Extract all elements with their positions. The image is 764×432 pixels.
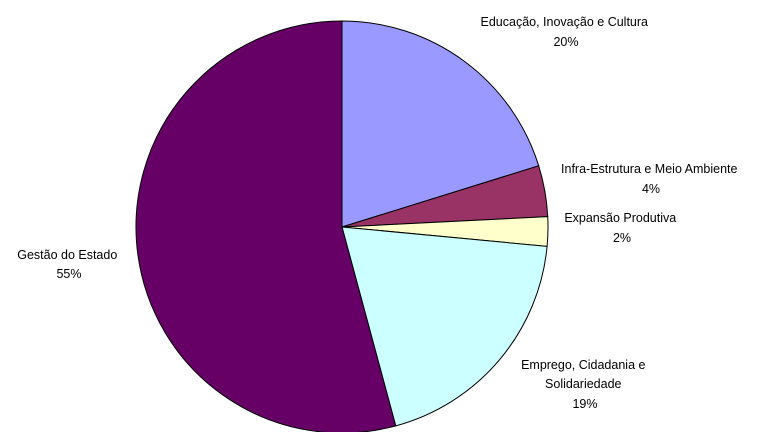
label-emprego-line-1: Emprego, Cidadania e xyxy=(521,358,645,372)
label-gestao: Gestão do Estado 55% xyxy=(17,248,121,281)
label-expansao-percent: 2% xyxy=(613,231,631,245)
label-expansao-line-1: Expansão Produtiva xyxy=(564,211,676,225)
label-emprego-line-2: Solidariedade xyxy=(545,377,621,391)
pie-slice-emprego xyxy=(341,226,548,427)
label-expansao: Expansão Produtiva 2% xyxy=(564,211,679,245)
label-infra-line-1: Infra-Estrutura e Meio Ambiente xyxy=(561,162,738,176)
label-emprego: Emprego, Cidadania e Solidariedade 19% xyxy=(521,358,649,411)
label-infra-percent: 4% xyxy=(642,182,660,196)
label-educacao-percent: 20% xyxy=(553,35,578,49)
pie-slice-educacao xyxy=(341,20,540,228)
label-emprego-percent: 19% xyxy=(572,397,597,411)
pie-slice-gestao xyxy=(135,20,397,432)
label-infra: Infra-Estrutura e Meio Ambiente 4% xyxy=(561,162,741,196)
label-educacao: Educação, Inovação e Cultura 20% xyxy=(481,15,652,49)
pie-slices xyxy=(135,20,549,432)
label-educacao-line-1: Educação, Inovação e Cultura xyxy=(481,15,649,29)
label-gestao-line-1: Gestão do Estado xyxy=(17,248,117,262)
label-gestao-percent: 55% xyxy=(56,267,81,281)
pie-labels: Educação, Inovação e Cultura 20% Infra-E… xyxy=(17,15,741,411)
